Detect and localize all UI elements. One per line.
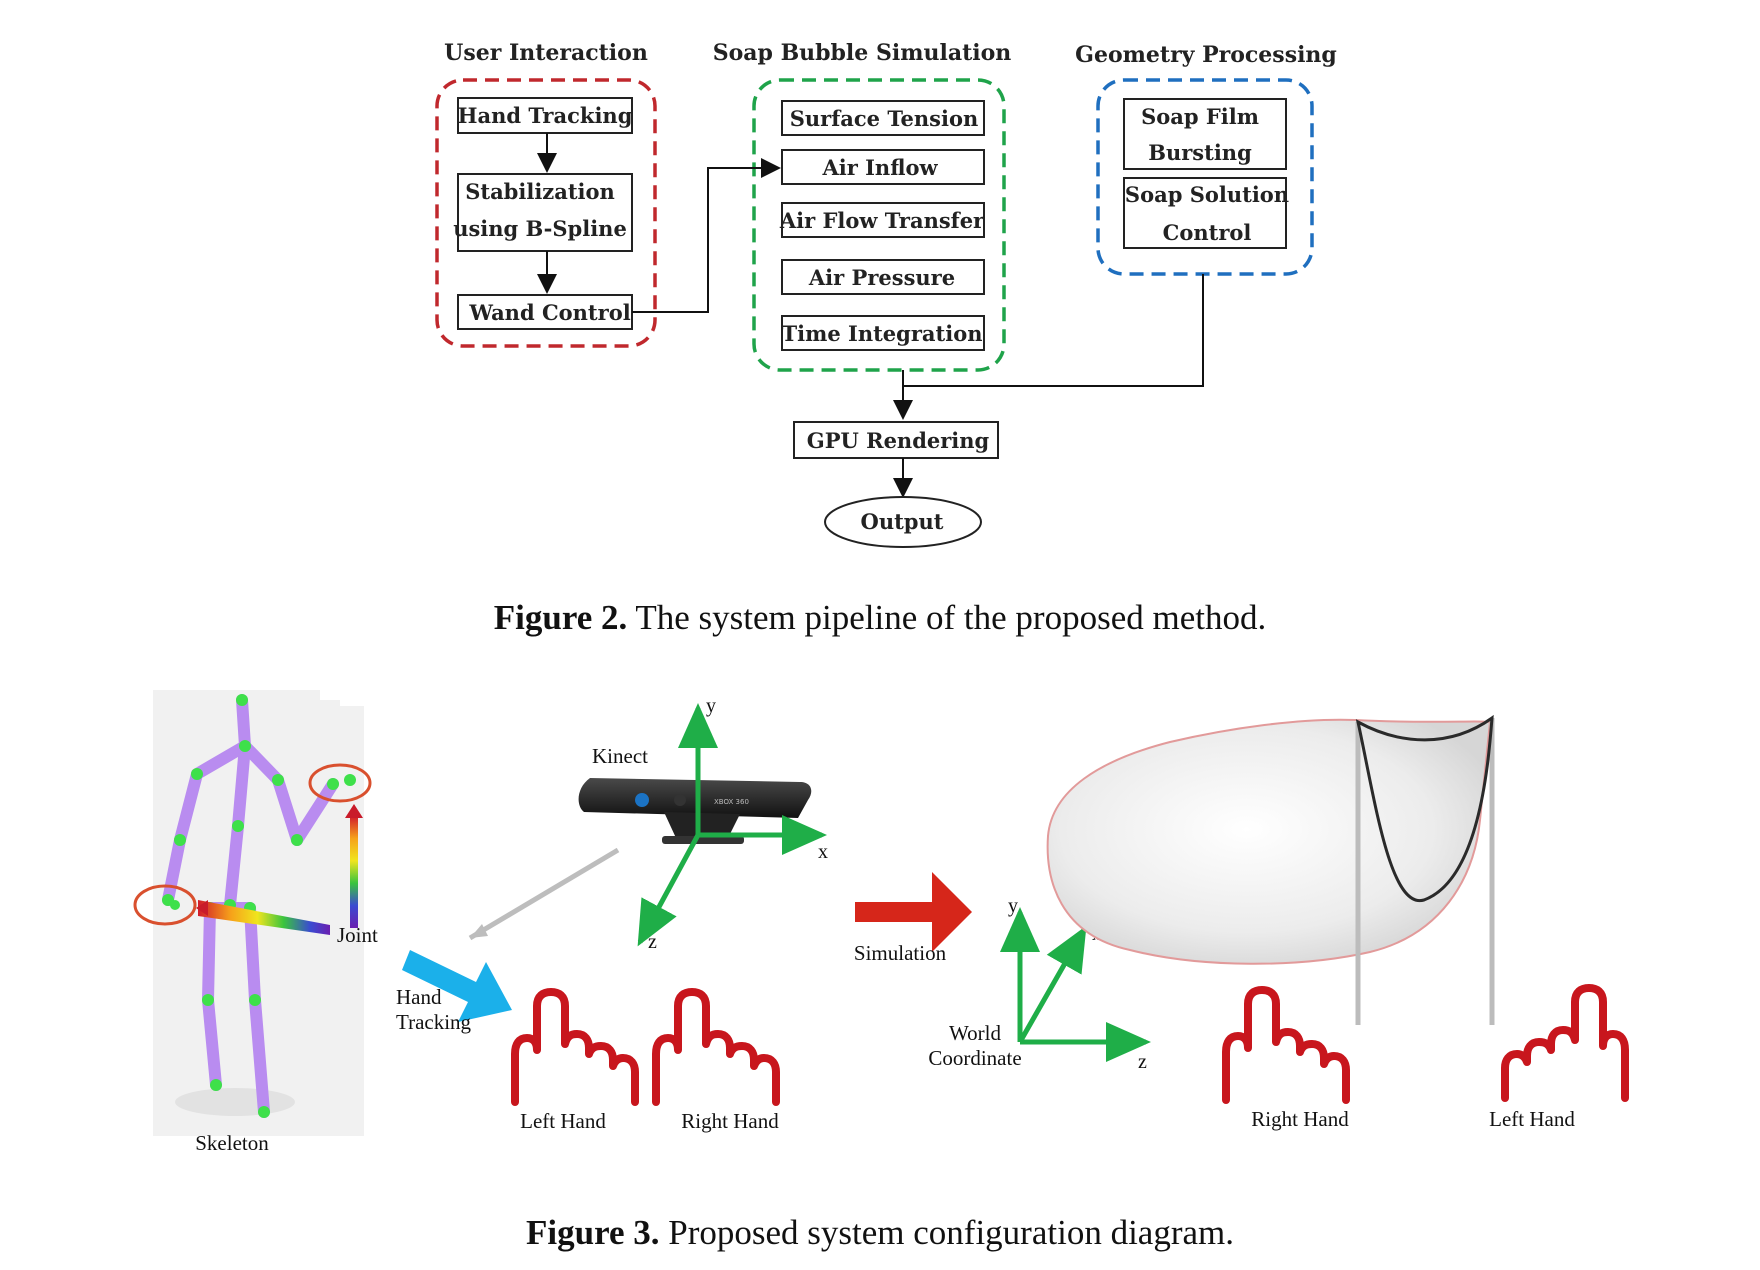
stabilization-label-line1: Stabilization bbox=[465, 179, 615, 204]
air-pressure-box bbox=[781, 259, 985, 295]
kinect-sensor-icon: XBOX 360 bbox=[578, 778, 812, 844]
figure2-caption-text: The system pipeline of the proposed meth… bbox=[627, 598, 1267, 637]
tracking-ray bbox=[468, 847, 620, 941]
soap-film-label-line1: Soap Film bbox=[1141, 104, 1259, 129]
joint-label: Joint bbox=[337, 923, 378, 947]
wand-control-label: Wand Control bbox=[468, 300, 630, 325]
stabilization-box bbox=[457, 173, 633, 252]
tracking-ray-tip bbox=[470, 924, 488, 938]
left-hand-label-2: Left Hand bbox=[1489, 1107, 1575, 1131]
group-title-user-interaction: User Interaction bbox=[444, 40, 648, 66]
soap-solution-label-line1: Soap Solution bbox=[1125, 182, 1289, 207]
left-hand-label: Left Hand bbox=[520, 1109, 606, 1133]
hand-pointing-icon bbox=[656, 992, 776, 1102]
surface-tension-box bbox=[781, 100, 985, 136]
soap-bubble-simulation-group bbox=[752, 78, 1006, 372]
air-inflow-box bbox=[781, 149, 985, 185]
group-title-geometry-processing: Geometry Processing bbox=[1075, 42, 1337, 68]
world-coordinate-label-line1: World bbox=[949, 1021, 1001, 1045]
hand-pointing-icon bbox=[1226, 990, 1346, 1100]
kinect-axes bbox=[637, 703, 827, 947]
time-integration-box bbox=[781, 315, 985, 351]
figure2-caption: Figure 2. The system pipeline of the pro… bbox=[0, 598, 1760, 638]
kinect-label: Kinect bbox=[592, 744, 648, 768]
right-hand-label-2: Right Hand bbox=[1251, 1107, 1349, 1131]
hand-tracking-label-line1: Hand bbox=[396, 985, 442, 1009]
hand-pointing-icon bbox=[515, 992, 635, 1102]
hand-tracking-arrow bbox=[402, 950, 512, 1022]
joint-vector-arrowhead-up bbox=[345, 804, 363, 818]
soap-solution-control-box bbox=[1123, 177, 1287, 249]
geometry-processing-group bbox=[1096, 78, 1314, 276]
soap-film-label-line2: Bursting bbox=[1148, 140, 1252, 165]
kinect-brand-text: XBOX 360 bbox=[714, 798, 749, 806]
soap-bubble-icon bbox=[1046, 714, 1495, 1025]
skeleton-label: Skeleton bbox=[195, 1131, 269, 1155]
stabilization-label-line2: using B-Spline bbox=[453, 216, 627, 241]
gpu-rendering-box bbox=[793, 421, 999, 459]
soap-film-bursting-box bbox=[1123, 98, 1287, 170]
connector-geometry-to-gpu bbox=[903, 274, 1204, 387]
air-flow-transfer-label: Air Flow Transfer bbox=[779, 208, 985, 233]
joint-vector-vertical bbox=[350, 816, 358, 928]
output-label: Output bbox=[861, 509, 944, 534]
user-interaction-group bbox=[435, 78, 657, 348]
figure3-caption: Figure 3. Proposed system configuration … bbox=[0, 1213, 1760, 1253]
figure3-caption-text: Proposed system configuration diagram. bbox=[659, 1213, 1234, 1252]
hand-pointing-icon bbox=[1505, 988, 1625, 1098]
air-flow-transfer-box bbox=[781, 202, 985, 238]
air-pressure-label: Air Pressure bbox=[808, 265, 955, 290]
joint-vector-arrowhead-left bbox=[196, 900, 208, 916]
figure3-caption-label: Figure 3. bbox=[526, 1213, 660, 1252]
left-hand-joint-highlight bbox=[133, 884, 197, 926]
world-axis-y-label: y bbox=[1008, 895, 1018, 917]
figure2-caption-label: Figure 2. bbox=[493, 598, 628, 637]
group-title-soap-bubble-simulation: Soap Bubble Simulation bbox=[713, 40, 1012, 66]
hand-tracking-label: Hand Tracking bbox=[458, 103, 633, 128]
output-terminal bbox=[824, 496, 982, 548]
air-inflow-label: Air Inflow bbox=[821, 155, 938, 180]
right-hand-label: Right Hand bbox=[681, 1109, 779, 1133]
pipeline-diagram: User Interaction Soap Bubble Simulation … bbox=[435, 40, 1337, 548]
world-axis-z-label: z bbox=[1138, 1051, 1147, 1073]
gpu-rendering-label: GPU Rendering bbox=[807, 428, 990, 453]
arrow-wand-to-air-inflow bbox=[632, 158, 781, 313]
world-coordinate-label-line2: Coordinate bbox=[928, 1046, 1021, 1070]
kinect-axis-y-label: y bbox=[706, 695, 716, 717]
kinect-axis-z-label: z bbox=[648, 931, 657, 953]
kinect-axis-x-label: x bbox=[818, 841, 828, 863]
simulation-arrow bbox=[855, 872, 972, 952]
time-integration-label: Time Integration bbox=[782, 321, 983, 346]
joint-vector-horizontal bbox=[198, 900, 330, 935]
hand-tracking-box bbox=[457, 97, 633, 134]
surface-tension-label: Surface Tension bbox=[790, 106, 979, 131]
simulation-label: Simulation bbox=[854, 941, 947, 965]
world-axes bbox=[1000, 907, 1151, 1062]
right-hand-joint-highlight bbox=[308, 763, 372, 803]
soap-solution-label-line2: Control bbox=[1163, 220, 1252, 245]
hand-tracking-label-line2: Tracking bbox=[396, 1010, 472, 1034]
